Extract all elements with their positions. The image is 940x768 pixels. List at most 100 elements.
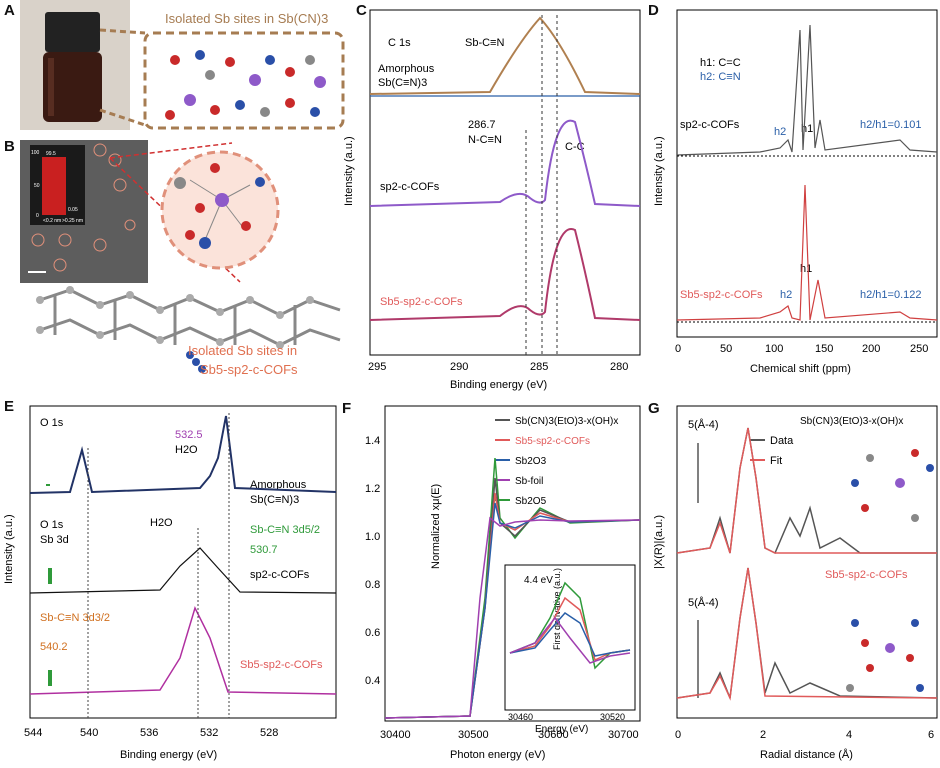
c-xtick-2: 285: [530, 361, 548, 373]
inset-x1: <0.2 nm: [43, 218, 61, 224]
f-xtick-0: 30400: [380, 729, 411, 741]
e-h2o-top: H2O: [175, 444, 198, 456]
f-ylabel: Normalized xμ(E): [430, 484, 442, 569]
tem-circles: [31, 143, 136, 272]
d-xtick-5: 250: [910, 343, 928, 355]
g-xtick-0: 0: [675, 729, 681, 741]
e-o1s-mid: O 1s: [40, 519, 64, 531]
panel-e-frame: [29, 405, 337, 719]
panel-e-chart: O 1s 532.5 H2O Amorphous Sb(C≡N)3 O 1s S…: [3, 405, 337, 761]
panel-c-chart: C 1s Amorphous Sb(C≡N)3 Sb-C≡N 286.7 N-C…: [343, 9, 641, 391]
cof-atoms: [36, 286, 314, 349]
g-curve-bottom-fit: [676, 567, 938, 701]
e-sbcn-52: Sb-C≡N 3d5/2: [250, 524, 320, 536]
c-xtick-3: 280: [610, 361, 628, 373]
f-legend-2: Sb2O3: [515, 456, 547, 467]
e-xtick-3: 532: [200, 727, 218, 739]
inset-tick-0: 0: [36, 213, 39, 219]
label-amorphous-2: Sb(C≡N)3: [378, 77, 427, 89]
f-ytick-5: 0.4: [365, 675, 380, 687]
g-label-sb5: Sb5-sp2-c-COFs: [825, 569, 908, 581]
d-ratio-top: h2/h1=0.101: [860, 119, 921, 131]
d-xtick-0: 0: [675, 343, 681, 355]
panel-g-frame: [676, 405, 938, 719]
e-xtick-2: 536: [140, 727, 158, 739]
zoom-circle: [160, 150, 280, 270]
d-legend-h2: h2: C≡N: [700, 71, 741, 83]
e-xtick-1: 540: [80, 727, 98, 739]
f-inset-ylabel: First derivative (a.u.): [552, 568, 562, 650]
e-sb5: Sb5-sp2-c-COFs: [240, 659, 323, 671]
panel-d-frame: [676, 9, 938, 338]
f-curve-sbfoil: [384, 516, 641, 719]
f-ytick-1: 1.2: [365, 483, 380, 495]
inset-tick-100: 100: [31, 150, 40, 156]
d-ratio-bottom: h2/h1=0.122: [860, 289, 921, 301]
d-xtick-1: 50: [720, 343, 732, 355]
f-inset-x1: 30460: [508, 712, 533, 722]
e-marker-top: [46, 484, 50, 486]
connector-top: [99, 28, 146, 35]
d-xtick-4: 200: [862, 343, 880, 355]
d-xlabel: Chemical shift (ppm): [750, 363, 851, 375]
e-h2o-mid: H2O: [150, 517, 173, 529]
e-xlabel: Binding energy (eV): [120, 749, 217, 761]
e-amorphous-2: Sb(C≡N)3: [250, 494, 299, 506]
panel-g-chart: Sb(CN)3(EtO)3-x(OH)x Data Fit 5(Å-4) 5(Å…: [653, 405, 938, 761]
e-xtick-0: 544: [24, 727, 42, 739]
e-sb3d-mid: Sb 3d: [40, 534, 69, 546]
e-curve-bottom: [29, 605, 337, 695]
panel-b-caption-line1: Isolated Sb sites in: [188, 343, 297, 358]
d-xtick-2: 100: [765, 343, 783, 355]
inset-x2: >0.25 nm: [62, 218, 83, 224]
d-h2-top: h2: [774, 126, 786, 138]
panel-letter-e: E: [4, 398, 15, 415]
f-inset-curve-blue: [509, 612, 631, 657]
panel-b-caption-line2: Sb5-sp2-c-COFs: [200, 362, 298, 377]
cof-nitrogen-atoms: [186, 351, 206, 373]
panel-c-frame: [369, 9, 641, 356]
d-ylabel: Intensity (a.u.): [653, 136, 665, 206]
f-ytick-3: 0.8: [365, 579, 380, 591]
panel-c-title: C 1s: [388, 37, 411, 49]
f-inset-xlabel: Energy (eV): [535, 724, 588, 735]
f-legend-3: Sb-foil: [515, 476, 543, 487]
panel-a-title: Isolated Sb sites in Sb(CN)3: [165, 11, 328, 26]
g-scale-top: 5(Å-4): [688, 418, 719, 431]
e-peak-5325: 532.5: [175, 429, 203, 441]
label-sp2: sp2-c-COFs: [380, 181, 440, 193]
inset-tick-50: 50: [34, 183, 40, 189]
g-molecule-bottom: [846, 619, 924, 692]
f-xtick-1: 30500: [458, 729, 489, 741]
d-label-sp2: sp2-c-COFs: [680, 119, 740, 131]
cof-framework: [39, 288, 341, 347]
g-legend-fit: Fit: [770, 455, 782, 467]
e-5307: 530.7: [250, 544, 278, 556]
f-legend-4: Sb2O5: [515, 496, 547, 507]
f-legend: Sb(CN)3(EtO)3-x(OH)x Sb5-sp2-c-COFs Sb2O…: [495, 416, 618, 507]
c-xlabel: Binding energy (eV): [450, 379, 547, 391]
d-spectrum-sp2: [676, 24, 938, 156]
panel-letter-d: D: [648, 2, 659, 19]
label-amorphous-1: Amorphous: [378, 63, 435, 75]
f-xtick-2: 30600: [538, 729, 569, 741]
c-ylabel: Intensity (a.u.): [343, 136, 355, 206]
label-sbcn: Sb-C≡N: [465, 37, 504, 49]
zoom-line-top: [109, 142, 233, 159]
e-curve-top: [29, 415, 337, 494]
panel-letter-f: F: [342, 400, 352, 417]
d-spectrum-sb5: [676, 184, 938, 321]
sb-sites-frame: [143, 31, 345, 130]
g-xtick-2: 4: [846, 729, 852, 741]
g-xlabel: Radial distance (Å): [760, 748, 853, 761]
f-inset-x2: 30520: [600, 712, 625, 722]
g-legend-title: Sb(CN)3(EtO)3-x(OH)x: [800, 416, 903, 427]
e-sp2: sp2-c-COFs: [250, 569, 310, 581]
f-xlabel: Photon energy (eV): [450, 749, 545, 761]
panel-f-frame: [384, 405, 641, 722]
g-molecule-top: [851, 449, 934, 522]
c-curve-sp2: [369, 119, 641, 207]
zoom-molecule: [174, 163, 265, 249]
f-inset-label: 4.4 eV: [524, 575, 553, 586]
label-2867: 286.7: [468, 119, 496, 131]
